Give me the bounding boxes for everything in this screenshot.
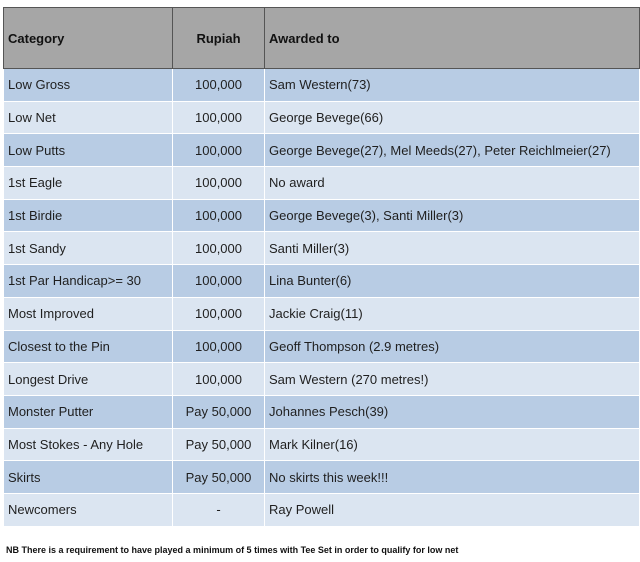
table-cell: George Bevege(66) xyxy=(264,100,640,135)
table-row: Most Improved 100,000 Jackie Craig(11) xyxy=(3,296,640,331)
table-cell: Low Putts xyxy=(3,133,173,168)
table-cell: 100,000 xyxy=(172,264,265,298)
awards-table: Category Rupiah Awarded to Low Gross 100,00… xyxy=(3,7,640,527)
table-row: Longest Drive 100,000 Sam Western (270 met… xyxy=(3,362,640,396)
table-cell: 100,000 xyxy=(172,100,265,135)
table-cell: 1st Eagle xyxy=(3,166,173,200)
table-cell: 1st Birdie xyxy=(3,198,173,233)
table-row: 1st Par Handicap>= 30 100,000 Lina Bunter(… xyxy=(3,264,640,298)
table-cell: Jackie Craig(11) xyxy=(264,296,640,331)
table-header: Category Rupiah Awarded to xyxy=(3,7,640,69)
table-cell: 100,000 xyxy=(172,231,265,266)
table-cell: Longest Drive xyxy=(3,362,173,396)
table-cell: Pay 50,000 xyxy=(172,460,265,494)
header-cell: Category xyxy=(3,7,173,69)
footnote: NB There is a requirement to have played… xyxy=(6,545,459,555)
table-row: Monster Putter Pay 50,000 Johannes Pesch(3… xyxy=(3,394,640,429)
table-cell: No skirts this week!!! xyxy=(264,460,640,494)
table-cell: 1st Sandy xyxy=(3,231,173,266)
table-cell: George Bevege(27), Mel Meeds(27), Peter … xyxy=(264,133,640,168)
table-cell: 100,000 xyxy=(172,68,265,102)
header-cell: Awarded to xyxy=(264,7,640,69)
table-cell: Monster Putter xyxy=(3,394,173,429)
table-row: Closest to the Pin 100,000 Geoff Thompson … xyxy=(3,329,640,364)
table-cell: Sam Western(73) xyxy=(264,68,640,102)
table-body: Low Gross 100,000 Sam Western(73) Low Net 10… xyxy=(3,68,640,527)
table-row: Low Gross 100,000 Sam Western(73) xyxy=(3,68,640,102)
table-cell: Newcomers xyxy=(3,492,173,527)
table-cell: Johannes Pesch(39) xyxy=(264,394,640,429)
table-cell: 100,000 xyxy=(172,133,265,168)
table-cell: Pay 50,000 xyxy=(172,427,265,462)
table-cell: Most Stokes - Any Hole xyxy=(3,427,173,462)
table-row: Low Net 100,000 George Bevege(66) xyxy=(3,100,640,135)
table-cell: - xyxy=(172,492,265,527)
table-cell: Mark Kilner(16) xyxy=(264,427,640,462)
table-cell: 100,000 xyxy=(172,329,265,364)
table-cell: George Bevege(3), Santi Miller(3) xyxy=(264,198,640,233)
table-row: Most Stokes - Any Hole Pay 50,000 Mark Kil… xyxy=(3,427,640,462)
header-row: Category Rupiah Awarded to xyxy=(3,7,640,69)
table-cell: Santi Miller(3) xyxy=(264,231,640,266)
header-cell: Rupiah xyxy=(172,7,265,69)
table-cell: Pay 50,000 xyxy=(172,394,265,429)
table-row: 1st Sandy 100,000 Santi Miller(3) xyxy=(3,231,640,266)
table-cell: 100,000 xyxy=(172,198,265,233)
table-cell: 1st Par Handicap>= 30 xyxy=(3,264,173,298)
table-cell: Ray Powell xyxy=(264,492,640,527)
table-cell: Sam Western (270 metres!) xyxy=(264,362,640,396)
table-row: 1st Birdie 100,000 George Bevege(3), Santi… xyxy=(3,198,640,233)
table-cell: Low Gross xyxy=(3,68,173,102)
table-cell: Skirts xyxy=(3,460,173,494)
table-row: 1st Eagle 100,000 No award xyxy=(3,166,640,200)
table-cell: 100,000 xyxy=(172,166,265,200)
table-cell: Closest to the Pin xyxy=(3,329,173,364)
table-cell: Lina Bunter(6) xyxy=(264,264,640,298)
table-cell: Geoff Thompson (2.9 metres) xyxy=(264,329,640,364)
table-cell: Most Improved xyxy=(3,296,173,331)
table-row: Newcomers - Ray Powell xyxy=(3,492,640,527)
table-cell: 100,000 xyxy=(172,296,265,331)
table-cell: Low Net xyxy=(3,100,173,135)
table-row: Low Putts 100,000 George Bevege(27), Mel M… xyxy=(3,133,640,168)
table-cell: No award xyxy=(264,166,640,200)
table-cell: 100,000 xyxy=(172,362,265,396)
table-row: Skirts Pay 50,000 No skirts this week!!! xyxy=(3,460,640,494)
